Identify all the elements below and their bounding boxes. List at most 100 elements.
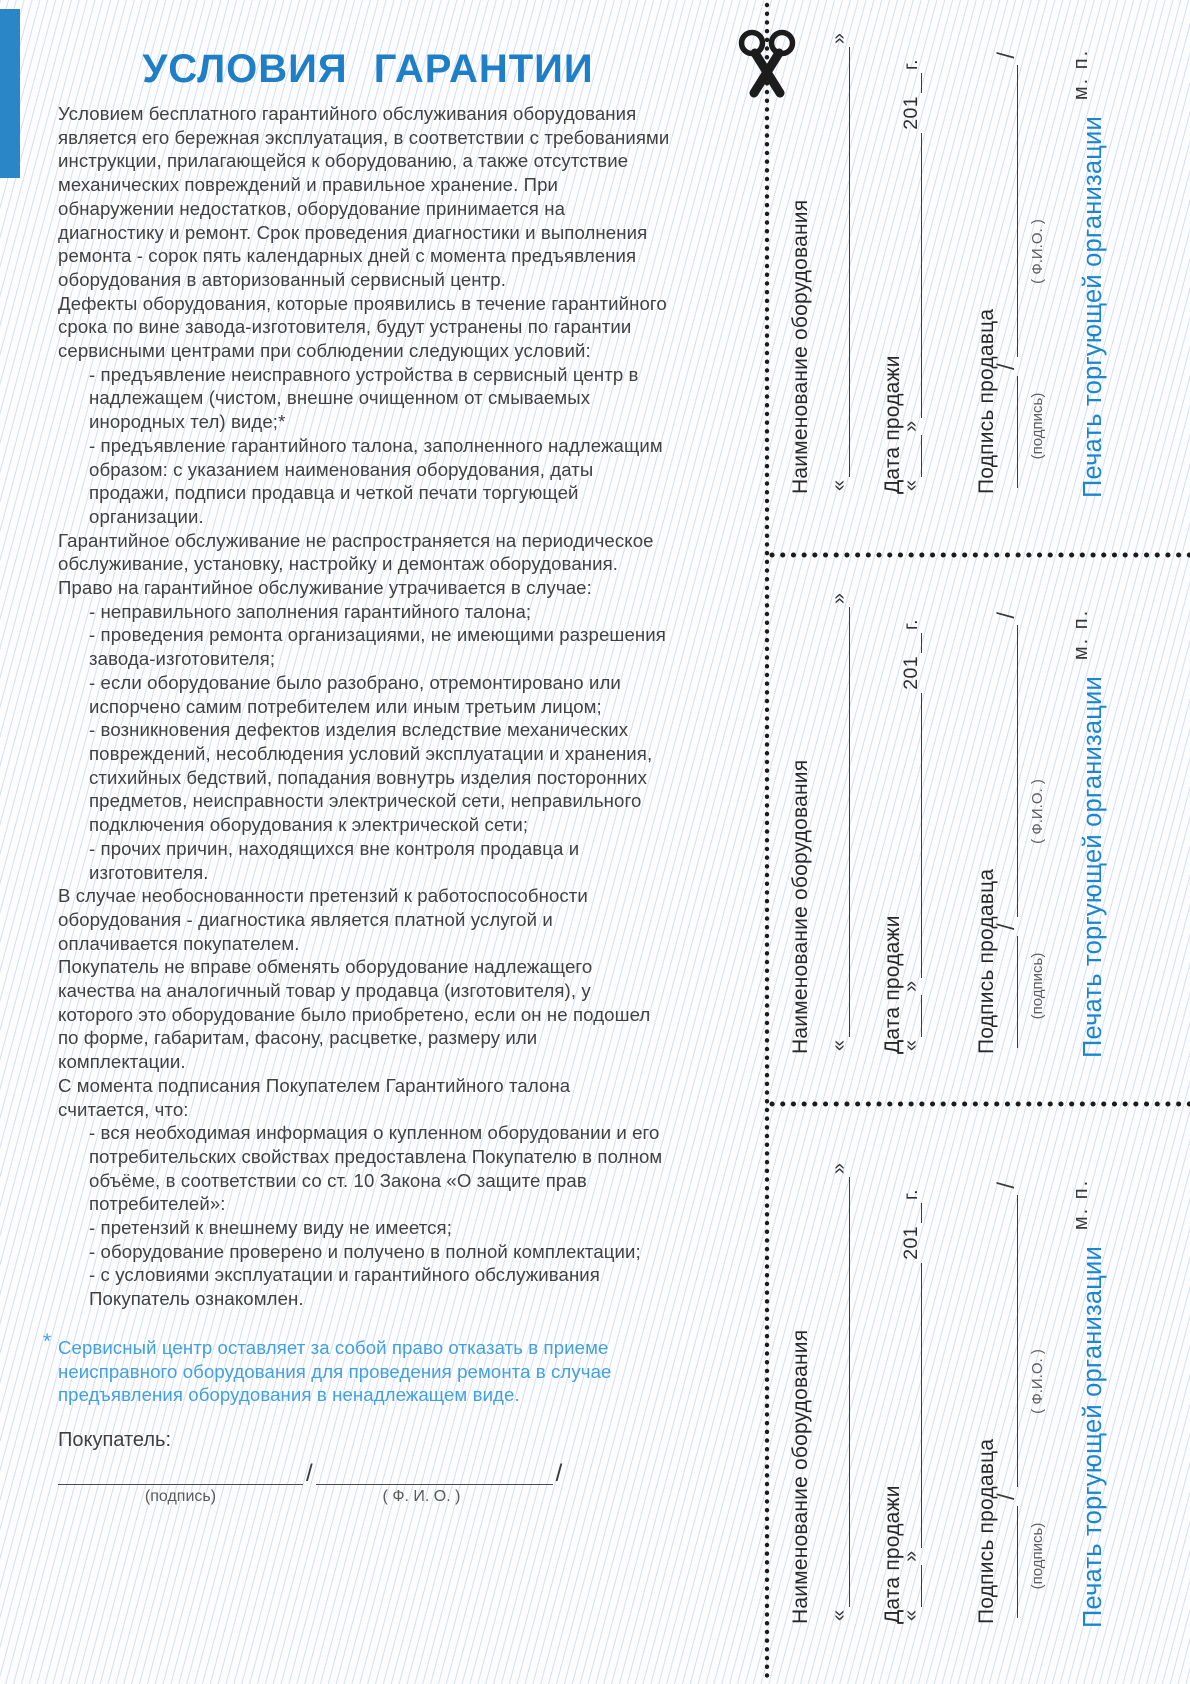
signature-caption: (подпись)	[1029, 392, 1046, 460]
equipment-name-row: « »	[827, 593, 850, 1051]
equipment-name-label: Наименование оборудования	[789, 1329, 812, 1624]
quote-open: «	[900, 1039, 922, 1051]
page-title: УСЛОВИЯ ГАРАНТИИ	[142, 47, 594, 91]
slash-separator: /	[993, 612, 1020, 619]
quote-open: «	[900, 1609, 922, 1621]
service-note-text: Сервисный центр оставляет за собой право…	[58, 1336, 612, 1406]
body-paragraph: С момента подписания Покупателем Гаранти…	[58, 1074, 571, 1120]
warranty-coupon: Наименование оборудования « » Дата прода…	[783, 1131, 1189, 1676]
stamp-row: Печать торгующей организации м. п.	[1070, 49, 1108, 498]
signature-caption: (подпись)	[1029, 1522, 1046, 1590]
body-bullet: - претензий к внешнему виду не имеется;	[89, 1217, 452, 1239]
scissors-icon	[738, 29, 796, 98]
warranty-coupon: Наименование оборудования « » Дата прода…	[783, 1, 1189, 546]
slash-separator: /	[555, 1459, 563, 1487]
buyer-section: Покупатель: / / (подпись) ( Ф. И. О. )	[58, 1429, 720, 1506]
body-bullet: - вся необходимая информация о купленном…	[89, 1122, 663, 1215]
equipment-name-label: Наименование оборудования	[789, 199, 812, 494]
day-line	[899, 434, 922, 477]
month-line	[899, 692, 922, 978]
seller-signature-line	[995, 376, 1018, 488]
stamp-label: Печать торгующей организации	[1079, 116, 1107, 498]
signature-caption: (подпись)	[144, 1487, 217, 1505]
stamp-place-label: м. п.	[1070, 608, 1092, 661]
fio-caption: ( Ф.И.О. )	[1029, 1349, 1046, 1414]
year-line	[899, 72, 922, 93]
body-bullet: - возникновения дефектов изделия вследст…	[89, 719, 653, 836]
buyer-signature-line	[58, 1462, 303, 1485]
quote-close: »	[828, 593, 850, 605]
quote-close: »	[828, 1163, 850, 1175]
month-line	[899, 1262, 922, 1548]
coupon-separator-line	[769, 552, 1190, 558]
body-bullet: - предъявление гарантийного талона, запо…	[89, 434, 663, 527]
quote-close: »	[900, 1550, 922, 1562]
body-paragraph: Покупатель не вправе обменять оборудован…	[58, 956, 651, 1073]
slash-separator: /	[306, 1459, 313, 1487]
year-line	[899, 632, 922, 653]
body-bullet: - оборудование проверено и получено в по…	[89, 1240, 641, 1262]
year-suffix: г.	[899, 1189, 922, 1200]
year-prefix: 201	[899, 95, 922, 130]
seller-signature-row: / /	[993, 49, 1020, 491]
seller-name-line	[995, 1194, 1018, 1488]
body-bullet: - прочих причин, находящихся вне контрол…	[89, 837, 580, 883]
fio-caption: ( Ф.И.О. )	[1029, 779, 1046, 844]
signature-captions: (подпись) ( Ф.И.О. )	[1029, 1284, 1046, 1621]
accent-bar	[0, 9, 20, 178]
slash-separator: /	[993, 1182, 1020, 1189]
year-prefix: 201	[899, 655, 922, 690]
sale-date-row: « » 201 г.	[899, 59, 922, 491]
body-paragraph: В случае необоснованности претензий к ра…	[58, 885, 588, 954]
buyer-name-line	[315, 1462, 553, 1485]
slash-separator: /	[993, 52, 1020, 59]
year-suffix: г.	[899, 619, 922, 630]
buyer-captions: (подпись) ( Ф. И. О. )	[58, 1488, 720, 1506]
quote-close: »	[900, 980, 922, 992]
body-bullet: - предъявление неисправного устройства в…	[89, 363, 639, 433]
fio-caption: ( Ф.И.О. )	[1029, 219, 1046, 284]
equipment-name-row: « »	[827, 33, 850, 491]
buyer-signature-row: / /	[58, 1459, 673, 1487]
month-line	[899, 132, 922, 418]
quote-open: «	[828, 1039, 850, 1051]
stamp-row: Печать торгующей организации м. п.	[1070, 609, 1108, 1058]
seller-signature-line	[995, 1506, 1018, 1618]
equipment-name-row: « »	[827, 1163, 850, 1621]
signature-captions: (подпись) ( Ф.И.О. )	[1029, 154, 1046, 491]
quote-open: «	[828, 479, 850, 491]
signature-captions: (подпись) ( Ф.И.О. )	[1029, 714, 1046, 1051]
day-line	[899, 1564, 922, 1607]
body-bullet: - неправильного заполнения гарантийного …	[89, 600, 532, 622]
body-paragraph: Дефекты оборудования, которые проявились…	[58, 292, 667, 362]
slash-separator: /	[993, 363, 1020, 370]
sale-date-row: « » 201 г.	[899, 1189, 922, 1621]
quote-close: »	[900, 420, 922, 432]
service-center-note: * Сервисный центр оставляет за собой пра…	[43, 1330, 720, 1407]
quote-close: »	[828, 33, 850, 45]
vertical-cut-line	[764, 2, 770, 1684]
body-paragraph: Условием бесплатного гарантийного обслуж…	[58, 103, 670, 290]
year-line	[899, 1202, 922, 1223]
stamp-place-label: м. п.	[1070, 1178, 1092, 1231]
body-paragraph: Гарантийное обслуживание не распространя…	[58, 529, 654, 575]
stamp-place-label: м. п.	[1070, 48, 1092, 101]
equipment-name-line	[827, 1177, 850, 1607]
signature-caption: (подпись)	[1029, 952, 1046, 1020]
slash-separator: /	[993, 923, 1020, 930]
equipment-name-label: Наименование оборудования	[789, 759, 812, 1054]
equipment-name-line	[827, 47, 850, 477]
stamp-row: Печать торгующей организации м. п.	[1070, 1179, 1108, 1628]
seller-name-line	[995, 64, 1018, 358]
slash-separator: /	[993, 1493, 1020, 1500]
buyer-label: Покупатель:	[58, 1428, 172, 1451]
day-line	[899, 994, 922, 1037]
seller-signature-row: / /	[993, 609, 1020, 1051]
seller-signature-line	[995, 936, 1018, 1048]
seller-signature-row: / /	[993, 1179, 1020, 1621]
quote-open: «	[900, 479, 922, 491]
warranty-terms-column: УСЛОВИЯ ГАРАНТИИ Условием бесплатного га…	[43, 40, 720, 1506]
warranty-coupon: Наименование оборудования « » Дата прода…	[783, 561, 1189, 1106]
stamp-label: Печать торгующей организации	[1079, 1246, 1107, 1628]
